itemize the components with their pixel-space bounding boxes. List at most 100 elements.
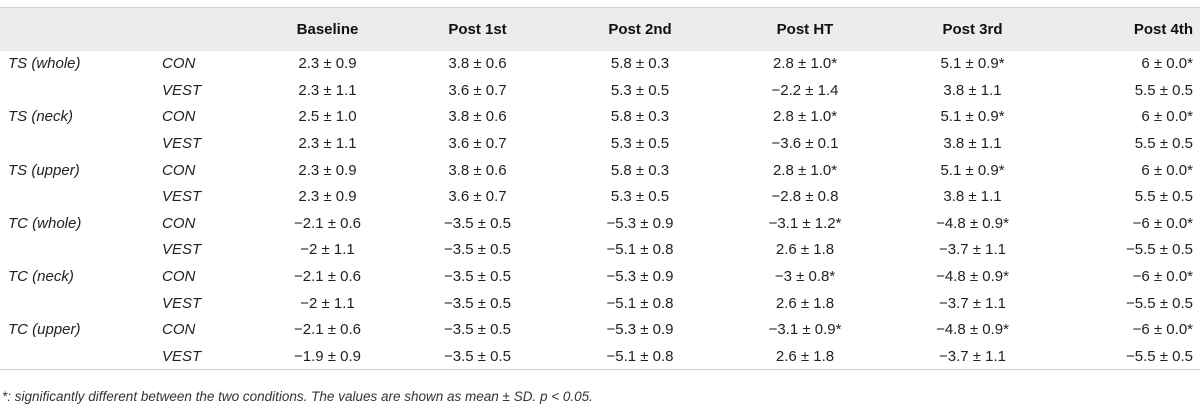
variable-cell <box>0 130 160 157</box>
value-cell-post-4th: 5.5 ± 0.5 <box>1134 135 1193 153</box>
value-cell-post-3rd: 5.1 ± 0.9* <box>940 55 1005 73</box>
value-cell-post-3rd: −4.8 ± 0.9* <box>936 268 1009 286</box>
header-baseline: Baseline <box>296 20 359 38</box>
value-cell-post-2nd: 5.3 ± 0.5 <box>610 135 670 153</box>
value-cell-post-2nd: −5.3 ± 0.9 <box>606 321 674 339</box>
value-cell-post-2nd: −5.3 ± 0.9 <box>606 214 674 232</box>
value-cell-post-1st: −3.5 ± 0.5 <box>443 347 512 365</box>
value-cell-baseline: −2 ± 1.1 <box>300 294 355 312</box>
value-cell-post-ht: −3 ± 0.8* <box>774 268 836 286</box>
variable-cell: TS (neck) <box>8 108 74 126</box>
value-cell-post-4th: 5.5 ± 0.5 <box>1134 81 1193 99</box>
value-cell-baseline: −1.9 ± 0.9 <box>293 347 362 365</box>
header-row: Baseline Post 1st Post 2nd Post HT Post … <box>0 7 1200 51</box>
variable-cell <box>0 290 160 317</box>
table-row: VEST −1.9 ± 0.9 −3.5 ± 0.5 −5.1 ± 0.8 2.6 ± … <box>0 343 1200 370</box>
value-cell-post-3rd: 5.1 ± 0.9* <box>940 108 1005 126</box>
variable-cell: TC (neck) <box>8 268 74 286</box>
table-body: TS (whole) CON 2.3 ± 0.9 3.8 ± 0.6 5.8 ± 0.3… <box>0 51 1200 370</box>
header-post-ht: Post HT <box>776 20 834 38</box>
condition-cell: VEST <box>162 347 202 365</box>
condition-cell: VEST <box>162 241 202 259</box>
value-cell-post-4th: 5.5 ± 0.5 <box>1134 188 1193 206</box>
table-row: TS (whole) CON 2.3 ± 0.9 3.8 ± 0.6 5.8 ± 0.3… <box>0 51 1200 78</box>
variable-cell <box>0 237 160 264</box>
header-variable <box>0 8 160 51</box>
value-cell-post-4th: −6 ± 0.0* <box>1132 268 1193 286</box>
value-cell-post-3rd: 3.8 ± 1.1 <box>943 188 1002 206</box>
variable-cell: TS (upper) <box>8 161 80 179</box>
value-cell-post-1st: −3.5 ± 0.5 <box>443 241 512 259</box>
value-cell-post-3rd: −3.7 ± 1.1 <box>938 347 1007 365</box>
value-cell-post-ht: 2.6 ± 1.8 <box>775 241 835 259</box>
value-cell-baseline: 2.5 ± 1.0 <box>298 108 357 126</box>
value-cell-post-ht: −3.1 ± 1.2* <box>768 214 842 232</box>
table-row: VEST −2 ± 1.1 −3.5 ± 0.5 −5.1 ± 0.8 2.6 ± 1.… <box>0 290 1200 317</box>
value-cell-post-2nd: −5.1 ± 0.8 <box>606 241 674 259</box>
header-post-1st: Post 1st <box>448 20 507 38</box>
value-cell-post-ht: −2.8 ± 0.8 <box>771 188 839 206</box>
value-cell-post-ht: 2.8 ± 1.0* <box>772 55 838 73</box>
condition-cell: CON <box>162 108 196 126</box>
variable-cell: TC (upper) <box>8 321 81 339</box>
value-cell-baseline: −2.1 ± 0.6 <box>293 268 362 286</box>
value-cell-post-3rd: 3.8 ± 1.1 <box>943 81 1002 99</box>
header-post-3rd: Post 3rd <box>942 20 1003 38</box>
value-cell-post-4th: −6 ± 0.0* <box>1132 321 1193 339</box>
value-cell-post-3rd: 3.8 ± 1.1 <box>943 135 1002 153</box>
value-cell-post-1st: 3.8 ± 0.6 <box>448 108 507 126</box>
value-cell-post-4th: 6 ± 0.0* <box>1141 161 1193 179</box>
value-cell-post-1st: 3.6 ± 0.7 <box>448 81 507 99</box>
value-cell-post-4th: −6 ± 0.0* <box>1132 214 1193 232</box>
value-cell-post-ht: 2.6 ± 1.8 <box>775 294 835 312</box>
table-footnote: *: significantly different between the t… <box>2 389 593 404</box>
value-cell-post-2nd: −5.1 ± 0.8 <box>606 347 674 365</box>
value-cell-post-3rd: −4.8 ± 0.9* <box>936 321 1009 339</box>
header-condition <box>160 8 260 51</box>
table-row: TC (neck) CON −2.1 ± 0.6 −3.5 ± 0.5 −5.3 ± 0… <box>0 263 1200 290</box>
condition-cell: VEST <box>162 294 202 312</box>
value-cell-post-2nd: 5.3 ± 0.5 <box>610 81 670 99</box>
value-cell-post-ht: 2.8 ± 1.0* <box>772 161 838 179</box>
value-cell-post-1st: 3.6 ± 0.7 <box>448 188 507 206</box>
value-cell-post-3rd: −3.7 ± 1.1 <box>938 294 1007 312</box>
variable-cell: TS (whole) <box>8 55 81 73</box>
value-cell-post-1st: −3.5 ± 0.5 <box>443 294 512 312</box>
results-table: Baseline Post 1st Post 2nd Post HT Post … <box>0 7 1200 371</box>
value-cell-post-ht: −3.1 ± 0.9* <box>768 321 842 339</box>
condition-cell: VEST <box>162 81 202 99</box>
condition-cell: CON <box>162 55 196 73</box>
value-cell-post-3rd: 5.1 ± 0.9* <box>940 161 1005 179</box>
value-cell-baseline: 2.3 ± 0.9 <box>298 161 357 179</box>
value-cell-post-ht: 2.6 ± 1.8 <box>775 347 835 365</box>
value-cell-post-2nd: −5.1 ± 0.8 <box>606 294 674 312</box>
value-cell-baseline: 2.3 ± 1.1 <box>298 135 357 153</box>
condition-cell: CON <box>162 321 196 339</box>
value-cell-post-2nd: 5.8 ± 0.3 <box>610 55 670 73</box>
table-row: TS (neck) CON 2.5 ± 1.0 3.8 ± 0.6 5.8 ± 0.3 2… <box>0 104 1200 131</box>
value-cell-post-4th: 6 ± 0.0* <box>1141 108 1193 126</box>
value-cell-post-4th: −5.5 ± 0.5 <box>1125 294 1193 312</box>
condition-cell: CON <box>162 214 196 232</box>
value-cell-baseline: −2.1 ± 0.6 <box>293 321 362 339</box>
value-cell-post-1st: 3.8 ± 0.6 <box>448 55 507 73</box>
value-cell-post-4th: 6 ± 0.0* <box>1141 55 1193 73</box>
value-cell-post-4th: −5.5 ± 0.5 <box>1125 347 1193 365</box>
table-row: VEST 2.3 ± 1.1 3.6 ± 0.7 5.3 ± 0.5 −3.6 ± 0.… <box>0 130 1200 157</box>
value-cell-post-2nd: 5.8 ± 0.3 <box>610 161 670 179</box>
header-post-2nd: Post 2nd <box>608 20 672 38</box>
condition-cell: VEST <box>162 135 202 153</box>
condition-cell: VEST <box>162 188 202 206</box>
table-row: TC (upper) CON −2.1 ± 0.6 −3.5 ± 0.5 −5.3 ± … <box>0 316 1200 343</box>
value-cell-post-2nd: 5.8 ± 0.3 <box>610 108 670 126</box>
value-cell-baseline: 2.3 ± 1.1 <box>298 81 357 99</box>
value-cell-post-2nd: −5.3 ± 0.9 <box>606 268 674 286</box>
value-cell-post-ht: 2.8 ± 1.0* <box>772 108 838 126</box>
value-cell-post-1st: −3.5 ± 0.5 <box>443 214 512 232</box>
condition-cell: CON <box>162 268 196 286</box>
value-cell-post-3rd: −4.8 ± 0.9* <box>936 214 1009 232</box>
table-row: VEST 2.3 ± 1.1 3.6 ± 0.7 5.3 ± 0.5 −2.2 ± 1.… <box>0 77 1200 104</box>
variable-cell <box>0 183 160 210</box>
value-cell-baseline: 2.3 ± 0.9 <box>298 188 357 206</box>
